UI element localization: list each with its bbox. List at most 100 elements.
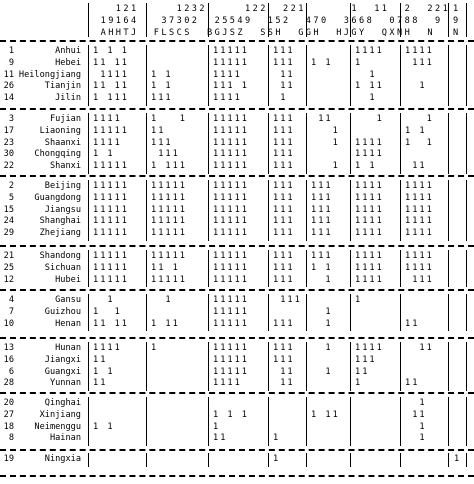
matrix-cell: 1 [419,57,425,68]
header-char: H [108,28,114,38]
matrix-cell: 1 [179,251,185,261]
matrix-cell: 1 [273,251,279,261]
matrix-cell: 1 [280,354,286,365]
matrix-cell: 1 [121,81,127,92]
group-separator [0,392,474,394]
header-divider [208,3,209,37]
group-divider [400,180,401,241]
matrix-cell: 1 [107,274,113,285]
matrix-cell: 1 [172,274,178,285]
group-divider [350,45,351,106]
matrix-cell: 1 [151,137,157,148]
matrix-cell: 1 [412,378,418,389]
matrix-cell: 1 [151,318,157,329]
matrix-cell: 1 [100,114,106,124]
matrix-cell: 1 [100,125,106,136]
province-name: Henan [55,318,81,329]
matrix-cell: 1 [355,274,361,285]
matrix-cell: 1 [419,192,425,203]
matrix-cell: 1 [213,137,219,148]
matrix-cell: 1 [234,46,240,56]
matrix-cell: 1 [114,228,120,239]
matrix-cell: 1 [273,192,279,203]
matrix-cell: 1 [369,81,375,92]
matrix-cell: 1 [213,433,219,444]
group-separator [0,475,474,477]
matrix-cell: 1 [273,433,279,444]
matrix-cell: 1 [362,137,368,148]
matrix-cell: 1 [93,204,99,215]
header-char: J [131,28,137,38]
header-char: 1 [374,4,380,14]
matrix-cell: 1 [213,343,219,353]
province-name: Guizhou [44,306,81,317]
matrix-cell: 1 [213,181,219,191]
matrix-cell: 1 [355,295,361,305]
matrix-cell: 1 [412,216,418,227]
matrix-cell: 1 [287,57,293,68]
header-char: 9 [245,16,251,26]
matrix-cell: 1 [318,204,324,215]
group-divider [466,250,467,288]
matrix-cell: 1 [369,46,375,56]
matrix-cell: 1 [114,204,120,215]
group-divider [306,113,307,174]
header-char: 1 [176,4,182,14]
row-index: 10 [3,318,14,329]
matrix-cell: 1 [107,421,113,432]
matrix-cell: 1 [213,274,219,285]
matrix-cell: 1 [100,343,106,353]
group-divider [350,250,351,288]
matrix-cell: 1 [100,354,106,365]
group-divider [448,453,449,467]
row-index: 21 [3,251,14,261]
matrix-cell: 1 [213,378,219,389]
header-char: H [336,28,342,38]
header-char: G [214,28,220,38]
matrix-cell: 1 [234,295,240,305]
matrix-cell: 1 [220,366,226,377]
matrix-cell: 1 [172,204,178,215]
matrix-cell: 1 [426,251,432,261]
matrix-cell: 1 [165,251,171,261]
matrix-cell: 1 [419,251,425,261]
matrix-cell: 1 [280,81,286,92]
matrix-cell: 1 [234,125,240,136]
matrix-cell: 1 [287,69,293,80]
matrix-cell: 1 [355,354,361,365]
matrix-cell: 1 [93,57,99,68]
header-char: 1 [381,4,387,14]
matrix-cell: 1 [369,343,375,353]
matrix-cell: 1 [325,343,331,353]
matrix-cell: 1 [220,57,226,68]
matrix-cell: 1 [227,192,233,203]
matrix-cell: 1 [220,192,226,203]
matrix-cell: 1 [419,125,425,136]
header-char: 3 [161,16,167,26]
matrix-cell: 1 [332,137,338,148]
matrix-cell: 1 [100,192,106,203]
province-name: Qinghai [44,398,81,408]
group-divider [306,250,307,288]
matrix-cell: 1 [273,318,279,329]
group-divider [208,294,209,332]
matrix-cell: 1 [287,343,293,353]
matrix-cell: 1 [355,149,361,160]
matrix-cell: 1 [100,251,106,261]
province-name: Guangdong [34,192,81,203]
matrix-cell: 1 [93,125,99,136]
matrix-cell: 1 [280,251,286,261]
matrix-cell: 1 [121,204,127,215]
matrix-cell: 1 [114,262,120,273]
matrix-cell: 1 [227,161,233,172]
matrix-cell: 1 [369,161,375,172]
matrix-cell: 1 [172,149,178,160]
matrix-cell: 1 [405,216,411,227]
matrix-cell: 1 [179,192,185,203]
matrix-cell: 1 [241,343,247,353]
matrix-cell: 1 [273,204,279,215]
matrix-cell: 1 [355,262,361,273]
matrix-cell: 1 [165,181,171,191]
matrix-cell: 1 [93,378,99,389]
matrix-cell: 1 [273,262,279,273]
